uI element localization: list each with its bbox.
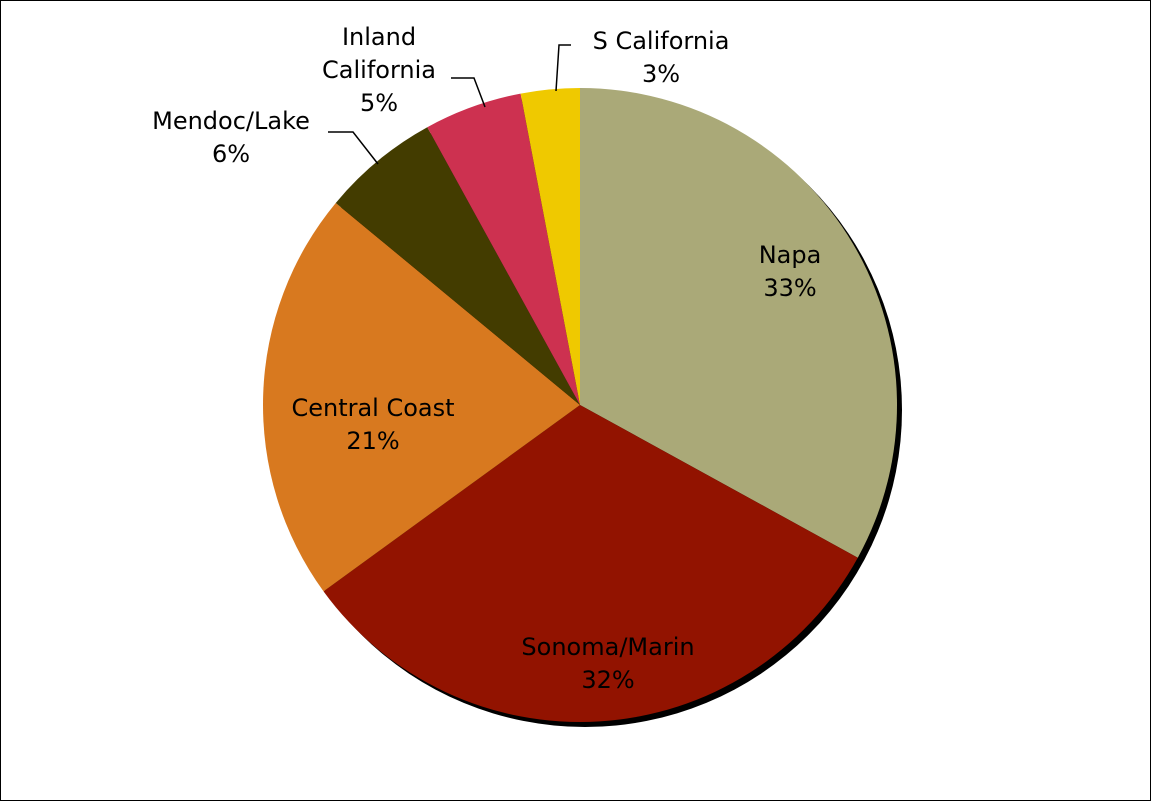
labels-layer: Napa 33% Sonoma/Marin 32% Central Coast 21% Me… — [152, 23, 821, 694]
slice-name-inland-california: Inland — [342, 23, 416, 51]
slice-percent-inland-california: 5% — [360, 89, 398, 117]
slice-label-sonoma-marin: Sonoma/Marin 32% — [521, 633, 694, 694]
slice-label-napa: Napa 33% — [759, 241, 822, 302]
slice-name-napa: Napa — [759, 241, 822, 269]
leader-line-inland-california — [451, 77, 486, 108]
slice-percent-sonoma-marin: 32% — [581, 666, 634, 694]
slice-label-mendoc-lake: Mendoc/Lake 6% — [152, 107, 310, 168]
pie-slice-central-coast — [263, 202, 580, 592]
slice-name-s-california: S California — [593, 27, 730, 55]
slice-label-inland-california: Inland California 5% — [322, 23, 436, 117]
slice-percent-napa: 33% — [763, 274, 816, 302]
slice-percent-s-california: 3% — [642, 60, 680, 88]
slice-name-inland-california: California — [322, 56, 436, 84]
slices-layer — [263, 87, 898, 723]
pie-slice-inland-california — [427, 93, 580, 406]
pie-slice-mendoc-lake — [335, 127, 580, 406]
slice-name-central-coast: Central Coast — [291, 394, 454, 422]
slice-name-sonoma-marin: Sonoma/Marin — [521, 633, 694, 661]
slice-label-s-california: S California 3% — [593, 27, 730, 88]
pie-slice-sonoma-marin — [323, 405, 858, 723]
pie-slice-napa — [580, 88, 898, 558]
slice-percent-central-coast: 21% — [346, 427, 399, 455]
leader-lines-layer — [328, 44, 571, 165]
pie-slice-s-california — [520, 87, 580, 405]
leader-line-s-california — [555, 44, 571, 92]
leader-line-mendoc-lake — [328, 131, 379, 165]
slice-percent-mendoc-lake: 6% — [212, 140, 250, 168]
slice-label-central-coast: Central Coast 21% — [291, 394, 454, 455]
slice-name-mendoc-lake: Mendoc/Lake — [152, 107, 310, 135]
